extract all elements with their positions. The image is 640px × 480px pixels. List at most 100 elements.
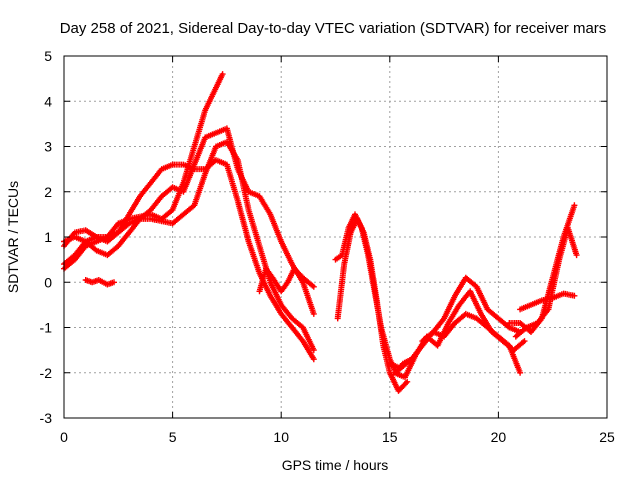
data-point: [497, 335, 500, 338]
chart-title: Day 258 of 2021, Sidereal Day-to-day VTE…: [60, 20, 607, 37]
data-point: [343, 262, 346, 266]
data-point: [508, 326, 511, 329]
data-point: [160, 167, 163, 171]
data-point: [551, 296, 554, 300]
data-points: [61, 71, 580, 394]
y-tick-label: -1: [40, 320, 53, 336]
x-axis-label: GPS time / hours: [282, 457, 389, 473]
data-point: [264, 267, 268, 270]
data-point: [375, 299, 378, 302]
data-point: [73, 258, 77, 261]
data-point: [106, 235, 109, 239]
data-point: [269, 281, 272, 284]
data-point: [442, 317, 446, 320]
data-point: [301, 281, 305, 284]
data-point: [95, 249, 98, 252]
data-point: [290, 317, 294, 320]
y-tick-label: 4: [44, 93, 52, 109]
data-point: [280, 240, 283, 243]
data-point: [204, 136, 207, 139]
data-point: [536, 321, 539, 325]
data-point: [388, 362, 391, 365]
data-point: [301, 276, 305, 279]
data-point: [73, 235, 77, 239]
data-point: [414, 353, 418, 356]
data-point: [95, 240, 98, 243]
data-point: [479, 312, 483, 316]
y-tick-label: 2: [44, 184, 52, 200]
data-point: [397, 389, 400, 393]
y-tick-label: 1: [44, 229, 52, 245]
data-point: [171, 186, 174, 189]
data-point: [432, 330, 435, 334]
data-point: [469, 290, 472, 293]
data-point: [269, 213, 272, 216]
data-point: [436, 344, 439, 347]
series-markers: [391, 288, 528, 381]
data-point: [347, 226, 350, 230]
y-tick-label: -3: [40, 410, 53, 426]
y-tick-label: -2: [40, 365, 53, 381]
data-point: [258, 195, 261, 198]
data-point: [84, 240, 87, 243]
data-point: [575, 253, 578, 257]
data-point: [382, 344, 385, 347]
data-point: [301, 339, 305, 343]
data-point: [95, 235, 98, 239]
data-point: [73, 231, 77, 234]
data-point: [562, 292, 565, 295]
data-point: [486, 308, 489, 311]
data-point: [518, 321, 522, 325]
x-tick-label: 15: [382, 429, 398, 445]
data-point: [97, 278, 101, 282]
series-markers: [332, 211, 415, 376]
data-point: [353, 213, 357, 216]
data-point: [566, 226, 570, 230]
data-point: [225, 163, 229, 166]
data-point: [406, 380, 409, 383]
data-point: [442, 335, 446, 338]
data-point: [280, 303, 283, 307]
data-point: [193, 145, 196, 148]
data-point: [497, 317, 500, 320]
data-point: [464, 312, 467, 316]
data-point: [518, 308, 522, 311]
data-point: [486, 326, 489, 329]
data-point: [336, 317, 339, 320]
data-point: [369, 258, 372, 261]
data-point: [171, 208, 174, 212]
series-track-2: [61, 157, 317, 363]
data-point: [106, 253, 109, 257]
data-point: [91, 281, 94, 284]
data-point: [117, 222, 120, 225]
data-point: [160, 195, 163, 198]
data-point: [128, 231, 131, 234]
x-tick-label: 10: [273, 429, 289, 445]
data-point: [247, 208, 250, 212]
data-point: [508, 321, 511, 325]
data-point: [214, 145, 218, 148]
data-point: [453, 294, 457, 297]
x-tick-label: 25: [599, 429, 615, 445]
axis-ticks: 0 5 10 15 20 25 -3 -2 -1 0 1 2 3 4 5: [40, 48, 615, 445]
data-point: [518, 371, 522, 374]
data-point: [458, 303, 461, 307]
series-track-14: [517, 290, 578, 313]
data-point: [290, 326, 294, 329]
data-point: [271, 276, 274, 279]
data-point: [514, 335, 517, 338]
data-point: [258, 290, 261, 293]
data-point: [392, 371, 396, 374]
data-point: [117, 231, 120, 234]
data-point: [540, 299, 543, 302]
data-point: [312, 348, 315, 352]
data-point: [247, 240, 250, 243]
data-point: [573, 294, 576, 297]
data-point: [573, 204, 576, 207]
data-point: [106, 283, 109, 286]
data-point: [508, 344, 511, 347]
data-point: [182, 213, 185, 216]
data-point: [149, 213, 153, 216]
data-point: [214, 86, 218, 89]
data-point: [399, 367, 402, 370]
